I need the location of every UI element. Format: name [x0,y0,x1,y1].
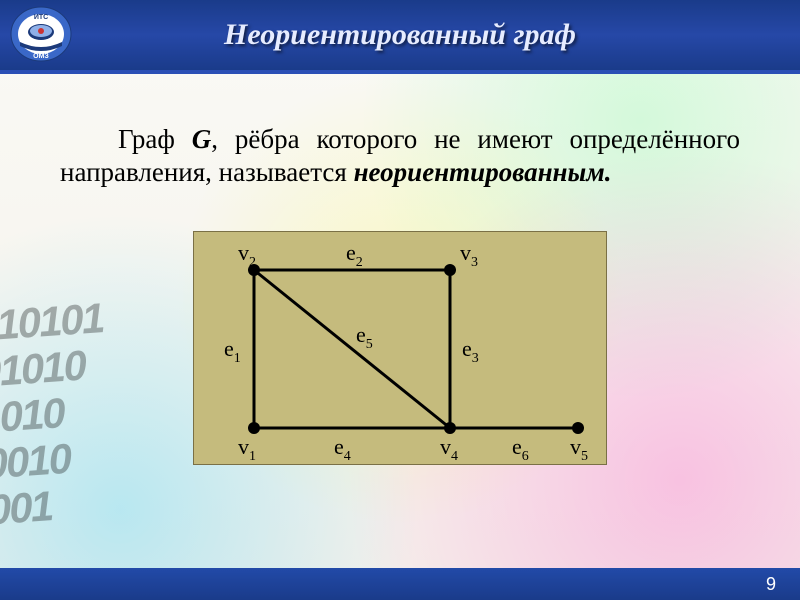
edge-label-e3: e3 [462,336,479,366]
footer-bar: 9 [0,568,800,600]
edge-label-e2: e2 [346,240,363,270]
vertex-label-v4: v4 [440,434,458,464]
page-title: Неориентированный граф [224,18,576,52]
header-bar: ИТС ОМЗ Неориентированный граф [0,0,800,74]
vertex-v5 [572,422,584,434]
edge-label-e6: e6 [512,434,529,464]
page-number: 9 [766,574,776,595]
svg-text:ОМЗ: ОМЗ [33,53,49,60]
graph-svg: v1 v2 v3 v4 v5 e1 e2 e3 e4 e5 e6 [194,232,606,464]
text-term: неориентированным. [354,157,612,187]
vertex-v3 [444,264,456,276]
svg-text:ИТС: ИТС [34,14,48,21]
edge-label-e4: e4 [334,434,351,464]
vertex-label-v2: v2 [238,240,256,270]
vertex-label-v5: v5 [570,434,588,464]
definition-paragraph: Граф G, рёбра которого не имеют определё… [60,123,740,189]
edge-e5 [254,270,450,428]
vertex-label-v3: v3 [460,240,478,270]
edge-label-e5: e5 [356,322,373,352]
content-area: Граф G, рёбра которого не имеют определё… [0,74,800,465]
vertex-v1 [248,422,260,434]
logo-icon: ИТС ОМЗ [10,6,72,62]
vertex-v4 [444,422,456,434]
edge-label-e1: e1 [224,336,241,366]
text-pre: Граф [118,124,192,154]
text-g: G [192,124,212,154]
vertex-label-v1: v1 [238,434,256,464]
graph-panel: v1 v2 v3 v4 v5 e1 e2 e3 e4 e5 e6 [193,231,607,465]
